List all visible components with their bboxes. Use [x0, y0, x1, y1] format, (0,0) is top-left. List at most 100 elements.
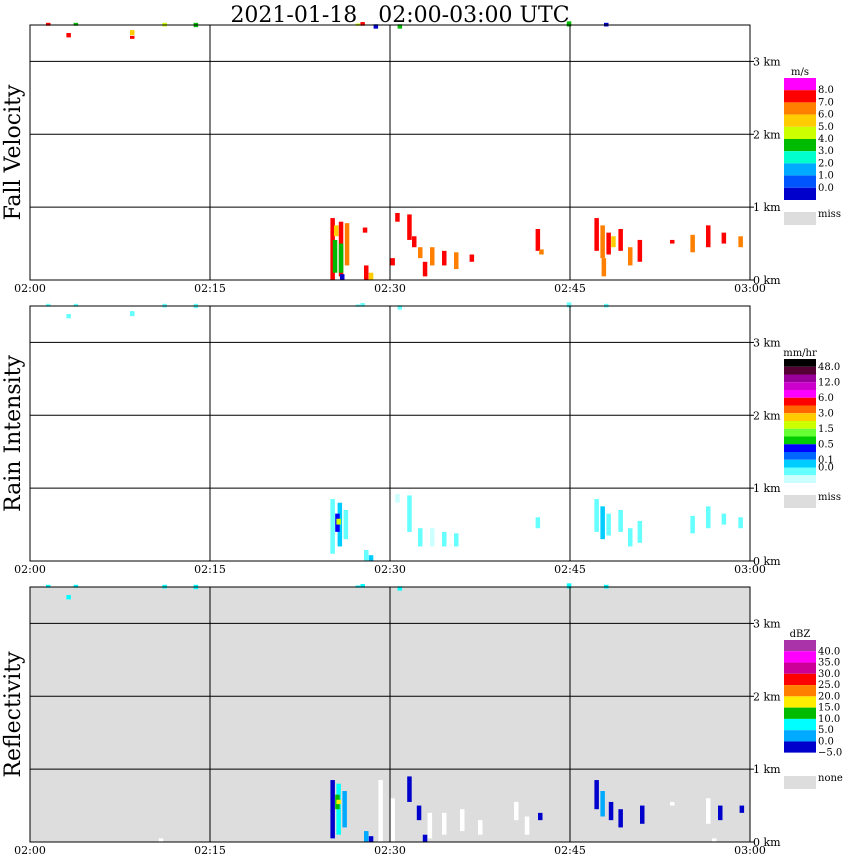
y-tick-label: 2 km [753, 128, 781, 141]
data-cell [454, 533, 459, 547]
panel-ylabel: Reflectivity [1, 651, 26, 778]
data-cell [340, 274, 345, 280]
y-tick-label: 0 km [753, 836, 781, 849]
data-cell [416, 805, 422, 821]
data-cell [412, 236, 417, 248]
colorbar-label: 6.0 [818, 110, 834, 121]
data-cell [368, 272, 374, 280]
x-tick-label: 02:45 [554, 563, 586, 576]
colorbar-label: 8.0 [818, 85, 834, 96]
data-cell [738, 236, 743, 248]
colorbar-swatch [784, 421, 816, 429]
colorbar-missing-label: miss [818, 209, 841, 220]
colorbar-swatch [784, 452, 816, 460]
colorbar-label: 6.0 [818, 393, 834, 404]
data-cell [670, 239, 675, 244]
data-cell [628, 247, 633, 266]
data-cell [158, 838, 164, 842]
data-cell [343, 510, 349, 540]
y-tick-label: 3 km [753, 55, 781, 68]
colorbar-swatch [784, 366, 816, 375]
x-tick-label: 02:00 [14, 563, 46, 576]
colorbar-swatch [784, 459, 816, 468]
colorbar-label: 12.0 [818, 377, 840, 388]
data-cell [606, 513, 611, 536]
data-cell [46, 303, 51, 307]
data-cell [721, 513, 727, 525]
data-cell [601, 258, 607, 277]
x-tick-label: 03:00 [734, 844, 766, 857]
data-cell [469, 254, 475, 262]
colorbar-label: 10.0 [818, 714, 840, 725]
data-cell [66, 314, 71, 319]
colorbar-label: 0.5 [818, 439, 834, 450]
data-cell [600, 506, 605, 540]
data-cell [524, 816, 530, 835]
data-cell [739, 805, 745, 813]
data-cell [390, 258, 395, 266]
data-cell [73, 22, 79, 26]
y-tick-label: 3 km [753, 336, 781, 349]
data-cell [397, 305, 403, 310]
data-cell [362, 227, 368, 233]
data-cell [364, 550, 369, 561]
data-cell [706, 225, 711, 248]
data-cell [360, 584, 365, 588]
colorbar-swatch [784, 102, 816, 115]
colorbar-swatch [784, 752, 816, 764]
colorbar-swatch [784, 114, 816, 127]
data-cell [618, 809, 623, 828]
data-cell [594, 499, 599, 532]
y-tick-label: 0 km [753, 274, 781, 287]
colorbar-swatch [784, 718, 816, 731]
data-cell [637, 239, 643, 262]
colorbar-label: 0.0 [818, 183, 834, 194]
colorbar-swatch [784, 428, 816, 437]
data-cell [130, 35, 135, 39]
data-cell [738, 517, 743, 529]
colorbar-label: 0.0 [818, 736, 834, 747]
data-cell [338, 243, 344, 273]
data-cell [422, 834, 428, 842]
colorbar-label: 15.0 [818, 703, 840, 714]
data-cell [442, 250, 447, 266]
x-tick-label: 03:00 [734, 282, 766, 295]
colorbar-label: 5.0 [818, 122, 834, 133]
data-cell [73, 303, 79, 307]
colorbar-label: 25.0 [818, 680, 840, 691]
data-cell [360, 303, 365, 307]
data-cell [712, 838, 717, 842]
data-cell [628, 528, 633, 547]
x-tick-label: 02:00 [14, 282, 46, 295]
colorbar-label: 48.0 [818, 362, 840, 373]
colorbar-unit: dBZ [790, 629, 811, 640]
data-cell [330, 780, 335, 839]
data-cell [721, 232, 727, 244]
data-cell [336, 518, 341, 525]
data-cell [330, 218, 335, 280]
data-cell [514, 801, 519, 821]
data-cell [706, 798, 711, 824]
data-cell [454, 252, 459, 270]
panel-ylabel: Rain Intensity [1, 354, 26, 511]
data-cell [407, 776, 412, 802]
data-cell [427, 812, 433, 839]
colorbar-swatch [784, 467, 816, 476]
colorbar-swatch [784, 151, 816, 164]
colorbar-swatch [784, 382, 816, 390]
x-tick-label: 02:00 [14, 844, 46, 857]
data-cell [334, 225, 339, 237]
colorbar-swatch [784, 359, 816, 367]
data-cell [330, 499, 335, 554]
colorbar-missing-label: miss [818, 492, 841, 503]
data-cell [46, 22, 51, 26]
panel-fall-velocity: 02:00 02:15 02:30 02:45 03:000 km 1 km 2 km 3 k… [1, 21, 841, 295]
colorbar-swatch [784, 175, 816, 188]
data-cell [618, 510, 623, 532]
data-cell [130, 30, 135, 36]
colorbar-swatch [784, 685, 816, 697]
y-tick-label: 1 km [753, 482, 781, 495]
colorbar-label: 40.0 [818, 646, 840, 657]
data-cell [397, 586, 403, 591]
x-tick-label: 02:15 [194, 282, 226, 295]
